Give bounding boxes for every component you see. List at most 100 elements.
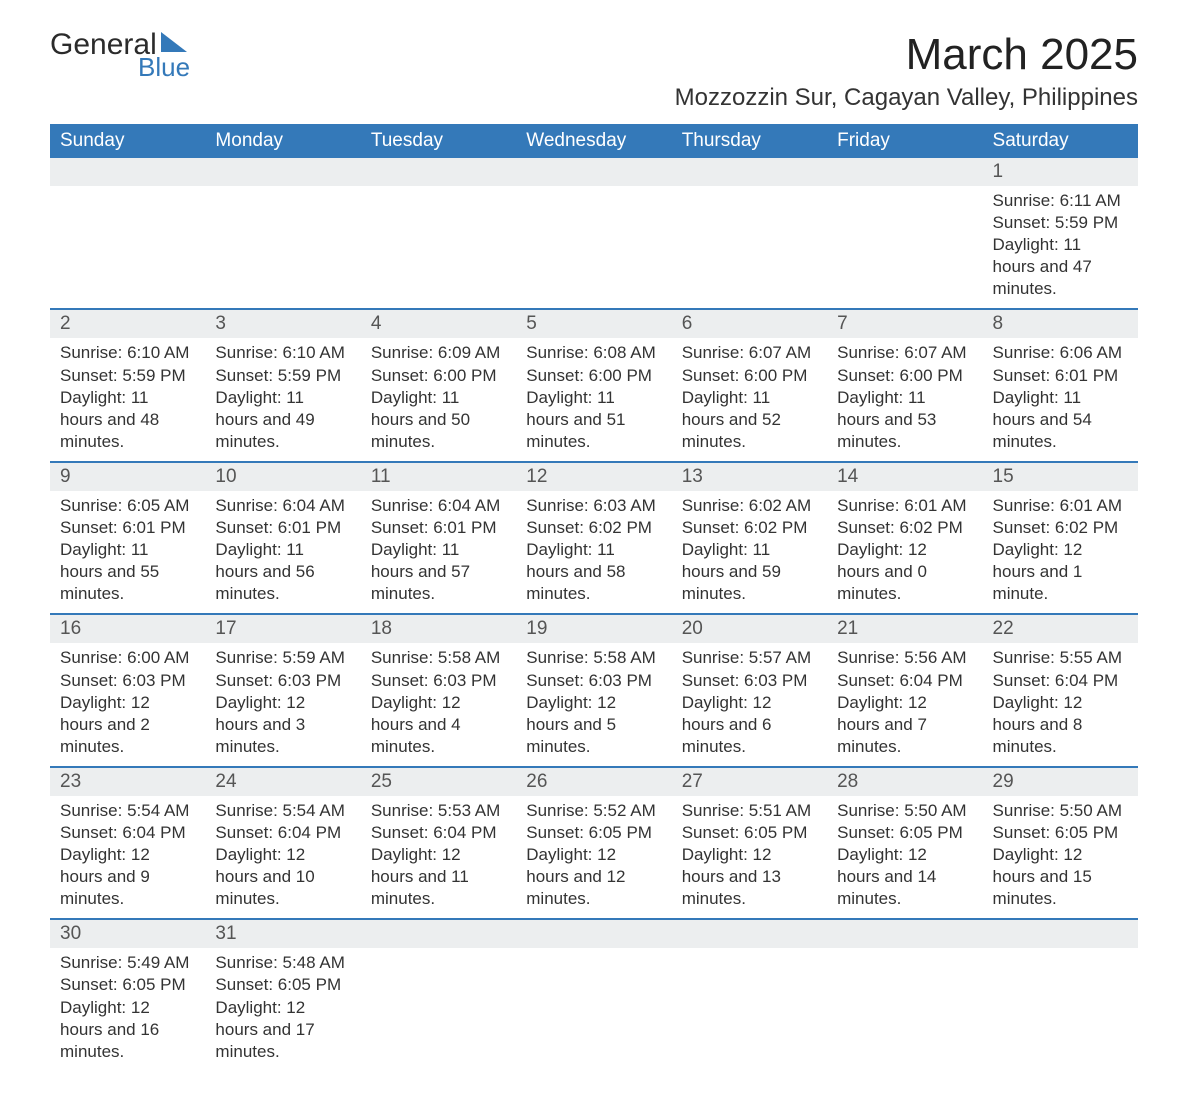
day-body: Sunrise: 6:04 AMSunset: 6:01 PMDaylight:… [205, 491, 360, 613]
sunset-text: Sunset: 6:03 PM [60, 670, 195, 692]
day-number: 27 [672, 768, 827, 796]
weekday-header: Monday [205, 124, 360, 158]
sunrise-text: Sunrise: 5:54 AM [215, 800, 350, 822]
calendar-cell: 13Sunrise: 6:02 AMSunset: 6:02 PMDayligh… [672, 462, 827, 614]
calendar-week-row: 1Sunrise: 6:11 AMSunset: 5:59 PMDaylight… [50, 158, 1138, 309]
daylight-text: Daylight: 11 hours and 52 minutes. [682, 387, 817, 453]
daylight-text: Daylight: 11 hours and 53 minutes. [837, 387, 972, 453]
day-number: 17 [205, 615, 360, 643]
calendar-cell: 10Sunrise: 6:04 AMSunset: 6:01 PMDayligh… [205, 462, 360, 614]
day-body [361, 948, 516, 1018]
day-number [205, 158, 360, 186]
calendar-cell [672, 919, 827, 1070]
day-number [516, 920, 671, 948]
day-body: Sunrise: 6:10 AMSunset: 5:59 PMDaylight:… [205, 338, 360, 460]
sunset-text: Sunset: 5:59 PM [60, 365, 195, 387]
calendar-cell: 11Sunrise: 6:04 AMSunset: 6:01 PMDayligh… [361, 462, 516, 614]
day-body: Sunrise: 6:09 AMSunset: 6:00 PMDaylight:… [361, 338, 516, 460]
calendar-cell [205, 158, 360, 309]
sunset-text: Sunset: 6:03 PM [371, 670, 506, 692]
day-body: Sunrise: 5:54 AMSunset: 6:04 PMDaylight:… [50, 796, 205, 918]
day-number: 16 [50, 615, 205, 643]
calendar-cell: 31Sunrise: 5:48 AMSunset: 6:05 PMDayligh… [205, 919, 360, 1070]
sunrise-text: Sunrise: 5:58 AM [526, 647, 661, 669]
sunset-text: Sunset: 6:02 PM [993, 517, 1128, 539]
calendar-cell: 9Sunrise: 6:05 AMSunset: 6:01 PMDaylight… [50, 462, 205, 614]
sunset-text: Sunset: 5:59 PM [993, 212, 1128, 234]
sunset-text: Sunset: 6:04 PM [215, 822, 350, 844]
sunset-text: Sunset: 6:00 PM [682, 365, 817, 387]
day-number: 20 [672, 615, 827, 643]
sunset-text: Sunset: 6:00 PM [371, 365, 506, 387]
daylight-text: Daylight: 11 hours and 48 minutes. [60, 387, 195, 453]
calendar-cell: 8Sunrise: 6:06 AMSunset: 6:01 PMDaylight… [983, 309, 1138, 461]
calendar-cell: 18Sunrise: 5:58 AMSunset: 6:03 PMDayligh… [361, 614, 516, 766]
day-body: Sunrise: 6:00 AMSunset: 6:03 PMDaylight:… [50, 643, 205, 765]
sunset-text: Sunset: 6:04 PM [60, 822, 195, 844]
day-number: 8 [983, 310, 1138, 338]
daylight-text: Daylight: 11 hours and 55 minutes. [60, 539, 195, 605]
day-body [672, 186, 827, 256]
weekday-header: Thursday [672, 124, 827, 158]
calendar-week-row: 30Sunrise: 5:49 AMSunset: 6:05 PMDayligh… [50, 919, 1138, 1070]
day-number: 22 [983, 615, 1138, 643]
daylight-text: Daylight: 12 hours and 6 minutes. [682, 692, 817, 758]
sunrise-text: Sunrise: 6:03 AM [526, 495, 661, 517]
day-body: Sunrise: 6:02 AMSunset: 6:02 PMDaylight:… [672, 491, 827, 613]
sunrise-text: Sunrise: 5:50 AM [837, 800, 972, 822]
day-body: Sunrise: 5:57 AMSunset: 6:03 PMDaylight:… [672, 643, 827, 765]
sunset-text: Sunset: 6:05 PM [837, 822, 972, 844]
calendar-cell [50, 158, 205, 309]
day-number [672, 920, 827, 948]
daylight-text: Daylight: 12 hours and 10 minutes. [215, 844, 350, 910]
day-number: 29 [983, 768, 1138, 796]
calendar-week-row: 2Sunrise: 6:10 AMSunset: 5:59 PMDaylight… [50, 309, 1138, 461]
calendar-cell: 26Sunrise: 5:52 AMSunset: 6:05 PMDayligh… [516, 767, 671, 919]
calendar-cell: 15 Sunrise: 6:01 AMSunset: 6:02 PMDayligh… [983, 462, 1138, 614]
sunrise-text: Sunrise: 5:54 AM [60, 800, 195, 822]
daylight-text: Daylight: 12 hours and 1 minute. [993, 539, 1128, 605]
sunrise-text: Sunrise: 6:01 AM [993, 495, 1128, 517]
day-body: Sunrise: 6:04 AMSunset: 6:01 PMDaylight:… [361, 491, 516, 613]
day-body: Sunrise: 5:50 AMSunset: 6:05 PMDaylight:… [827, 796, 982, 918]
sunrise-text: Sunrise: 5:49 AM [60, 952, 195, 974]
day-body: Sunrise: 6:07 AMSunset: 6:00 PMDaylight:… [827, 338, 982, 460]
calendar-cell: 27Sunrise: 5:51 AMSunset: 6:05 PMDayligh… [672, 767, 827, 919]
sunrise-text: Sunrise: 5:57 AM [682, 647, 817, 669]
calendar-cell: 3Sunrise: 6:10 AMSunset: 5:59 PMDaylight… [205, 309, 360, 461]
day-body [205, 186, 360, 256]
calendar-cell: 2Sunrise: 6:10 AMSunset: 5:59 PMDaylight… [50, 309, 205, 461]
day-number [361, 158, 516, 186]
sunrise-text: Sunrise: 5:53 AM [371, 800, 506, 822]
day-body: Sunrise: 6:03 AMSunset: 6:02 PMDaylight:… [516, 491, 671, 613]
calendar-cell: 30Sunrise: 5:49 AMSunset: 6:05 PMDayligh… [50, 919, 205, 1070]
day-body [827, 186, 982, 256]
calendar-cell [672, 158, 827, 309]
day-body: Sunrise: 6:10 AMSunset: 5:59 PMDaylight:… [50, 338, 205, 460]
calendar-cell: 23Sunrise: 5:54 AMSunset: 6:04 PMDayligh… [50, 767, 205, 919]
calendar-cell: 6Sunrise: 6:07 AMSunset: 6:00 PMDaylight… [672, 309, 827, 461]
day-body [516, 948, 671, 1018]
calendar-cell: 4Sunrise: 6:09 AMSunset: 6:00 PMDaylight… [361, 309, 516, 461]
day-body [361, 186, 516, 256]
sunset-text: Sunset: 6:03 PM [526, 670, 661, 692]
day-number [516, 158, 671, 186]
day-body: Sunrise: 5:53 AMSunset: 6:04 PMDaylight:… [361, 796, 516, 918]
daylight-text: Daylight: 12 hours and 12 minutes. [526, 844, 661, 910]
day-number [827, 920, 982, 948]
day-body: Sunrise: 5:52 AMSunset: 6:05 PMDaylight:… [516, 796, 671, 918]
day-body: Sunrise: 6:07 AMSunset: 6:00 PMDaylight:… [672, 338, 827, 460]
sunrise-text: Sunrise: 5:51 AM [682, 800, 817, 822]
calendar-cell: 7Sunrise: 6:07 AMSunset: 6:00 PMDaylight… [827, 309, 982, 461]
calendar-cell: 21Sunrise: 5:56 AMSunset: 6:04 PMDayligh… [827, 614, 982, 766]
sunset-text: Sunset: 6:01 PM [215, 517, 350, 539]
day-number: 15 [983, 463, 1138, 491]
daylight-text: Daylight: 11 hours and 49 minutes. [215, 387, 350, 453]
day-number: 23 [50, 768, 205, 796]
calendar-cell [361, 919, 516, 1070]
daylight-text: Daylight: 11 hours and 58 minutes. [526, 539, 661, 605]
day-number: 6 [672, 310, 827, 338]
calendar-cell [516, 919, 671, 1070]
calendar-cell [827, 919, 982, 1070]
calendar-table: SundayMondayTuesdayWednesdayThursdayFrid… [50, 124, 1138, 1071]
